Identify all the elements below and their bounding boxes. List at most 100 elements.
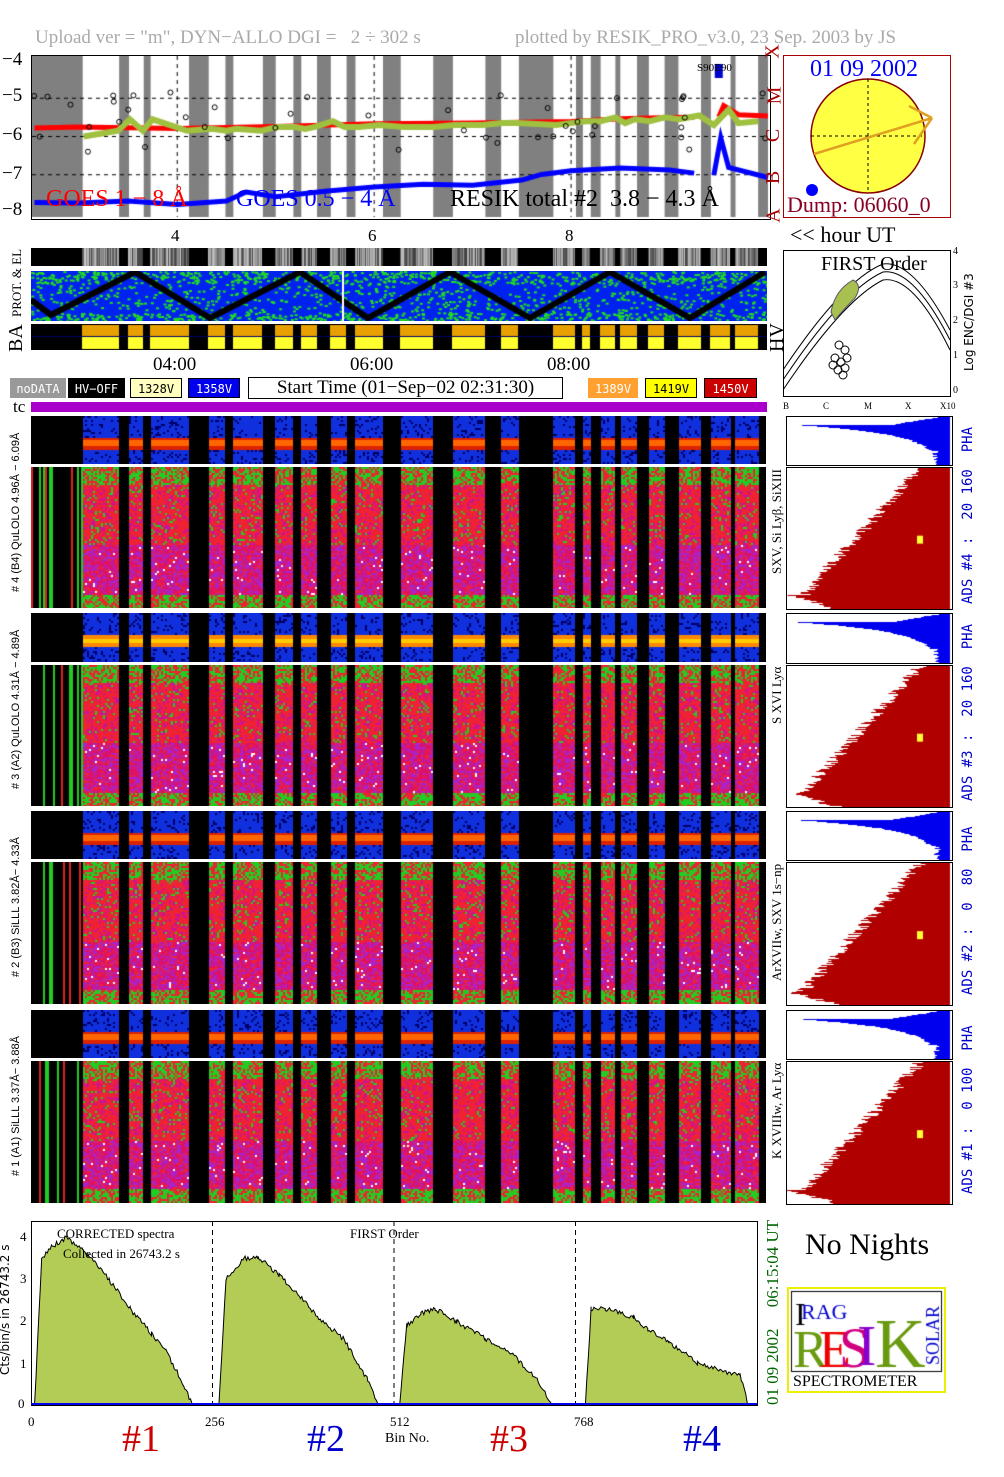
ytick: 4 bbox=[20, 1229, 27, 1244]
spectrum-note-first-order: FIRST Order bbox=[350, 1226, 419, 1241]
legend-1389v: 1389V bbox=[588, 378, 638, 398]
legend-goes-short: GOES 0.5 − 4 Å bbox=[236, 186, 396, 212]
tc-label: tc bbox=[13, 397, 26, 416]
intensity-strip bbox=[31, 248, 767, 266]
xtick: 4 bbox=[171, 226, 180, 245]
time-tick: 04:00 bbox=[153, 354, 197, 375]
spectrum-crystal-2 bbox=[218, 1254, 380, 1406]
plotted-by: plotted by RESIK_PRO_v3.0, 23 Sep. 2003 … bbox=[515, 27, 897, 48]
xtick: X10 bbox=[940, 401, 956, 411]
flare-class-c: C bbox=[762, 128, 785, 143]
ytick: −4 bbox=[2, 49, 23, 70]
start-time: Start Time (01−Sep−02 02:31:30) bbox=[248, 377, 563, 399]
main-spectrogram bbox=[31, 467, 766, 608]
pha-histogram bbox=[786, 416, 953, 466]
ytick: −6 bbox=[2, 124, 23, 145]
crystal-4-label: #4 bbox=[683, 1418, 721, 1460]
crystal-2-label: #2 bbox=[307, 1418, 345, 1460]
crystal-1-label: #1 bbox=[122, 1418, 160, 1460]
ads-label: ADS #2 : 0 80 PHA bbox=[960, 826, 976, 995]
ytick: 3 bbox=[953, 280, 958, 291]
first-order-plot bbox=[783, 250, 951, 397]
xtick: X bbox=[905, 401, 912, 411]
channel-lines: K XVIIIw, Ar Lyα bbox=[769, 1063, 784, 1160]
ytick: −5 bbox=[2, 85, 23, 106]
tc-bar bbox=[31, 402, 767, 412]
line-histogram bbox=[786, 1061, 953, 1205]
channel-lines: ArXVIIw, SXV 1s−np bbox=[769, 864, 784, 982]
main-spectrogram bbox=[31, 665, 766, 806]
corrected-spectrum-plot bbox=[31, 1221, 758, 1406]
pha-spectrogram bbox=[31, 416, 766, 464]
xtick: B bbox=[783, 401, 790, 411]
first-order-title: FIRST Order bbox=[821, 253, 927, 275]
flare-class-x: X bbox=[761, 44, 784, 59]
xtick: M bbox=[864, 401, 873, 411]
xtick: C bbox=[823, 401, 830, 411]
channel-label: # 4 (B4) QuLOLO 4.96Å − 6.09Å bbox=[10, 432, 22, 592]
goes-light-curve-plot bbox=[31, 55, 771, 220]
resik-logo-icon bbox=[789, 1289, 944, 1373]
ytick: 3 bbox=[20, 1271, 27, 1286]
line-histogram bbox=[786, 467, 953, 610]
pha-histogram bbox=[786, 1010, 953, 1060]
no-nights-label: No Nights bbox=[805, 1228, 930, 1261]
sun-position-box: 01 09 2002 Dump: 06060_0 bbox=[783, 55, 951, 218]
spectrum-crystal-3 bbox=[399, 1306, 553, 1406]
pha-histogram bbox=[786, 811, 953, 861]
channel-label: # 2 (B3) SiLLL 3.82Å− 4.33Å bbox=[10, 837, 22, 978]
ba-label: BA bbox=[5, 324, 27, 352]
position-marker: S90E90 bbox=[697, 62, 732, 74]
ytick: 2 bbox=[20, 1313, 27, 1328]
spectrum-xlabel: Bin No. bbox=[385, 1431, 430, 1446]
time-tick: 06:00 bbox=[350, 354, 394, 375]
ytick: 0 bbox=[18, 1396, 25, 1411]
logo-spectrometer: SPECTROMETER bbox=[793, 1373, 918, 1390]
channel-label: # 1 (A1) SiLLL 3.37Å− 3.88Å bbox=[10, 1036, 22, 1177]
hour-ut-label: << hour UT bbox=[790, 222, 896, 247]
xtick: 256 bbox=[205, 1414, 225, 1429]
ads-label: ADS #4 : 20 160 PHA bbox=[960, 426, 976, 604]
prot-el-label: PROT. & EL bbox=[9, 248, 24, 317]
upload-info: Upload ver = "m", DYN−ALLO DGI = 2 ÷ 302… bbox=[35, 27, 421, 48]
legend-1419v: 1419V bbox=[645, 378, 697, 398]
ytick: 4 bbox=[953, 246, 958, 257]
spectrum-note-collected: Collected in 26743.2 s bbox=[63, 1246, 180, 1261]
flare-class-b: B bbox=[762, 170, 785, 185]
legend-resik: RESIK total #2 3.8 − 4.3 Å bbox=[450, 186, 719, 212]
ads-label: ADS #3 : 20 160 PHA bbox=[960, 624, 976, 802]
first-order-ylabel: Log ENC/DGI #3 bbox=[962, 273, 976, 371]
legend-hv-off: HV−OFF bbox=[68, 378, 125, 398]
ba-hv-strip bbox=[31, 324, 767, 350]
resik-logo: SPECTROMETER bbox=[787, 1287, 946, 1393]
time-tick: 08:00 bbox=[547, 354, 591, 375]
sun-disk-icon bbox=[806, 78, 934, 196]
spectrum-crystal-4 bbox=[584, 1306, 750, 1406]
spectrum-ylabel: Cts/bin/s in 26743.2 s bbox=[0, 1244, 12, 1376]
ytick: −8 bbox=[2, 199, 23, 220]
pha-spectrogram bbox=[31, 1010, 766, 1058]
channel-label: # 3 (A2) QuLOLO 4.31Å − 4.89Å bbox=[10, 629, 22, 790]
spectrum-note-corrected: CORRECTED spectra bbox=[57, 1226, 175, 1241]
ytick: −7 bbox=[2, 163, 23, 184]
crystal-3-label: #3 bbox=[490, 1418, 528, 1460]
legend-1450v: 1450V bbox=[704, 378, 757, 398]
ads-label: ADS #1 : 0 100 PHA bbox=[960, 1025, 976, 1194]
xtick: 6 bbox=[368, 226, 377, 245]
sun-date: 01 09 2002 bbox=[810, 56, 918, 82]
spectrum-timestamp: 01 09 2002 06:15:04 UT bbox=[763, 1219, 782, 1406]
xtick: 512 bbox=[390, 1414, 410, 1429]
main-spectrogram bbox=[31, 1061, 766, 1203]
pha-spectrogram bbox=[31, 811, 766, 859]
dump-label: Dump: 06060_0 bbox=[787, 192, 931, 217]
legend-1358v: 1358V bbox=[188, 378, 240, 398]
xtick: 8 bbox=[565, 226, 574, 245]
prot-el-panel bbox=[31, 271, 767, 321]
channel-lines: S XVI Lyα bbox=[769, 667, 784, 725]
line-histogram bbox=[786, 665, 953, 808]
ytick: 1 bbox=[20, 1356, 27, 1371]
legend-nodata: noDATA bbox=[10, 378, 66, 398]
ytick: 2 bbox=[953, 315, 958, 326]
ytick: 1 bbox=[953, 350, 958, 361]
spectrum-crystal-1 bbox=[33, 1235, 194, 1406]
